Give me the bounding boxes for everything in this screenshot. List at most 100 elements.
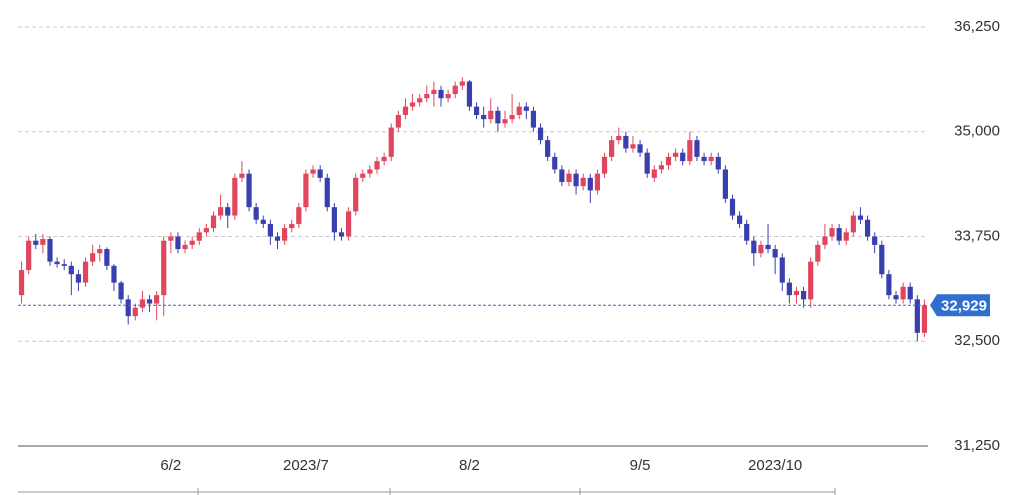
candle-body bbox=[665, 156, 672, 166]
candle-body bbox=[836, 228, 842, 241]
candle-body bbox=[26, 240, 32, 271]
candle-body bbox=[146, 299, 153, 304]
candle-body bbox=[438, 89, 444, 99]
x-tick-label: 2023/10 bbox=[748, 457, 802, 474]
candle-body bbox=[921, 305, 928, 333]
candle-body bbox=[573, 173, 579, 187]
candle-body bbox=[886, 274, 892, 296]
candle-body bbox=[196, 232, 202, 241]
candle-body bbox=[246, 173, 252, 208]
candle-body bbox=[367, 169, 373, 174]
candle-body bbox=[225, 207, 231, 216]
candle-body bbox=[658, 165, 664, 170]
candle-body bbox=[253, 207, 259, 220]
candle-body bbox=[360, 173, 366, 178]
candle-body bbox=[267, 223, 273, 237]
last-price-label: 32,929 bbox=[941, 297, 987, 314]
candle-body bbox=[473, 106, 480, 115]
candle-body bbox=[673, 152, 679, 157]
candle-body bbox=[402, 106, 409, 115]
candle-body bbox=[822, 236, 828, 245]
candle-body bbox=[274, 236, 281, 241]
candle-body bbox=[744, 223, 750, 241]
candle-body bbox=[18, 270, 25, 296]
candle-body bbox=[751, 240, 757, 254]
candle-body bbox=[452, 85, 458, 95]
candle-body bbox=[879, 244, 885, 275]
candle-body bbox=[644, 152, 650, 174]
candle-body bbox=[793, 290, 800, 296]
y-tick-label: 35,000 bbox=[954, 123, 1000, 140]
x-tick-label: 9/5 bbox=[630, 457, 651, 474]
candle-body bbox=[694, 140, 700, 157]
candle-body bbox=[97, 249, 103, 254]
candle-body bbox=[303, 173, 309, 208]
candle-body bbox=[417, 98, 423, 103]
candle-body bbox=[609, 140, 615, 157]
candle-body bbox=[203, 228, 209, 233]
candle-body bbox=[282, 228, 288, 241]
candle-body bbox=[893, 295, 899, 300]
candle-body bbox=[545, 140, 551, 157]
candle-body bbox=[523, 106, 529, 111]
candle-body bbox=[907, 286, 913, 300]
candle-body bbox=[530, 110, 537, 128]
candle-body bbox=[872, 236, 878, 245]
candle-body bbox=[132, 307, 138, 317]
candle-body bbox=[424, 94, 430, 99]
y-tick-label: 36,250 bbox=[954, 18, 1000, 35]
candle-body bbox=[445, 94, 451, 99]
candle-body bbox=[729, 198, 736, 216]
candle-body bbox=[737, 215, 743, 224]
candle-body bbox=[722, 169, 728, 199]
candle-body bbox=[118, 282, 124, 300]
candle-body bbox=[509, 114, 515, 120]
candle-body bbox=[175, 236, 181, 250]
candle-body bbox=[850, 215, 856, 233]
candle-body bbox=[310, 169, 316, 174]
candle-body bbox=[338, 232, 345, 237]
candle-body bbox=[189, 240, 195, 245]
candle-body bbox=[758, 244, 764, 254]
y-tick-label: 31,250 bbox=[954, 437, 1000, 454]
candle-body bbox=[680, 152, 686, 162]
candle-body bbox=[260, 219, 266, 224]
y-tick-label: 33,750 bbox=[954, 227, 1000, 244]
candle-body bbox=[800, 290, 807, 300]
candle-body bbox=[409, 102, 416, 107]
candle-body bbox=[808, 261, 814, 300]
candle-body bbox=[82, 261, 89, 283]
candle-body bbox=[772, 249, 778, 258]
candle-body bbox=[75, 274, 82, 283]
candle-body bbox=[857, 215, 864, 220]
candle-body bbox=[815, 244, 821, 262]
candle-body bbox=[715, 156, 721, 170]
candle-body bbox=[587, 177, 593, 191]
candle-body bbox=[239, 173, 245, 178]
x-tick-label: 2023/7 bbox=[283, 457, 329, 474]
candle-body bbox=[765, 244, 771, 250]
candle-body bbox=[289, 223, 295, 229]
candle-body bbox=[651, 169, 657, 178]
x-tick-label: 6/2 bbox=[160, 457, 181, 474]
candle-body bbox=[502, 119, 508, 124]
candle-body bbox=[324, 177, 330, 208]
candle-body bbox=[210, 215, 217, 229]
candle-body bbox=[537, 127, 544, 141]
candle-body bbox=[914, 299, 920, 333]
y-tick-label: 32,500 bbox=[954, 332, 1000, 349]
candle-body bbox=[388, 127, 394, 157]
candle-body bbox=[559, 169, 565, 183]
candle-body bbox=[864, 219, 871, 237]
candle-body bbox=[786, 282, 792, 296]
candle-body bbox=[594, 173, 601, 191]
candle-body bbox=[381, 156, 387, 162]
candle-body bbox=[331, 207, 337, 233]
candle-body bbox=[708, 156, 714, 162]
candle-body bbox=[687, 140, 693, 162]
candle-body bbox=[431, 89, 437, 95]
candle-body bbox=[47, 239, 53, 262]
candle-body bbox=[630, 144, 636, 149]
candle-body bbox=[168, 236, 174, 241]
